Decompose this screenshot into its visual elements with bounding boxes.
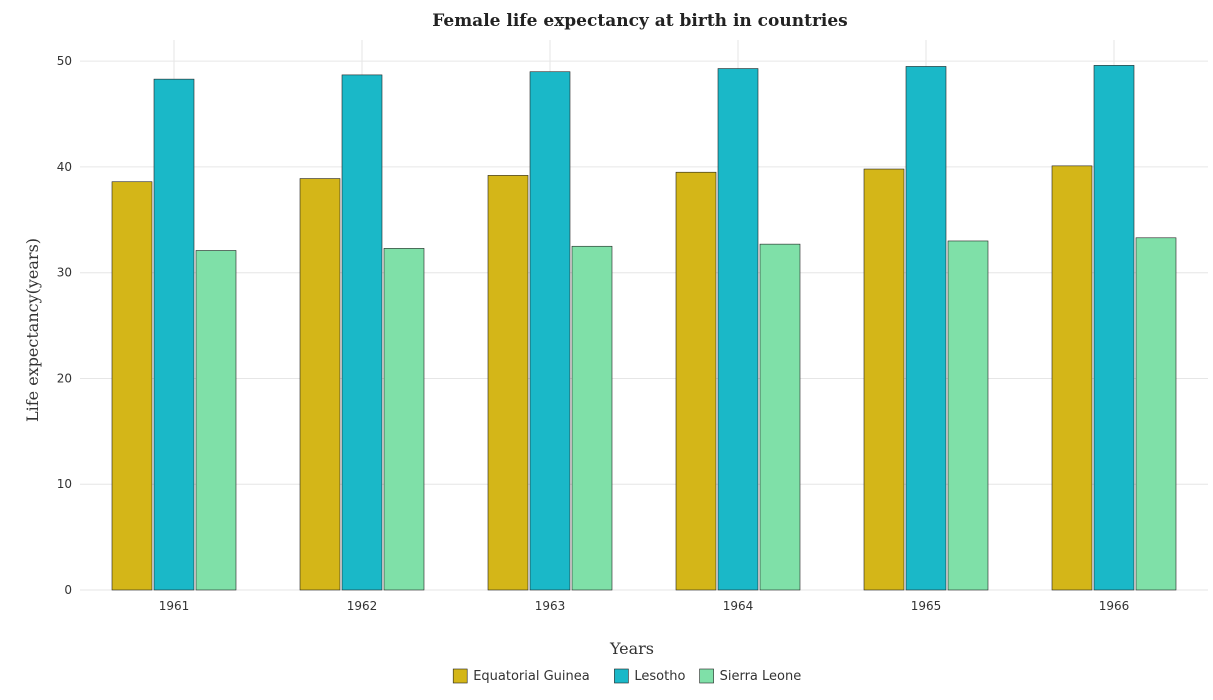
bar-equatorial-guinea-1966: [1051, 165, 1093, 591]
x-tick-label: 1963: [535, 599, 566, 613]
x-axis-label: Years: [609, 639, 654, 658]
bar-equatorial-guinea-1964: [675, 171, 717, 591]
chart-title: Female life expectancy at birth in count…: [432, 11, 848, 31]
legend-label: Sierra Leone: [720, 669, 802, 684]
legend-swatch: [614, 668, 629, 684]
y-tick-label: 50: [57, 54, 72, 68]
y-tick-label: 10: [57, 477, 72, 491]
y-tick-label: 20: [57, 371, 72, 385]
legend: Equatorial Guinea Lesotho Sierra Leone: [452, 668, 802, 684]
legend-label: Equatorial Guinea: [473, 669, 590, 684]
bar-equatorial-guinea-1961: [111, 181, 153, 591]
bar-lesotho-1963: [529, 71, 571, 591]
bar-equatorial-guinea-1962: [299, 178, 341, 591]
bar-lesotho-1964: [717, 68, 759, 591]
legend-swatch: [699, 668, 714, 684]
bar-lesotho-1965: [905, 66, 947, 591]
x-tick-label: 1964: [723, 599, 754, 613]
bar-lesotho-1961: [153, 78, 195, 591]
x-tick-label: 1961: [159, 599, 190, 613]
x-tick-label: 1965: [911, 599, 942, 613]
bars: [111, 65, 1177, 591]
bar-sierra-leone-1966: [1135, 237, 1177, 591]
bar-sierra-leone-1963: [571, 245, 613, 591]
legend-swatch: [452, 668, 468, 684]
legend-label: Lesotho: [634, 669, 685, 684]
bar-lesotho-1962: [341, 74, 383, 591]
bar-equatorial-guinea-1965: [863, 168, 905, 591]
y-axis-label: Life expectancy(years): [23, 238, 42, 422]
x-tick-label: 1966: [1099, 599, 1130, 613]
y-tick-label: 0: [64, 583, 72, 597]
grid-lines: [80, 40, 1208, 591]
bar-sierra-leone-1965: [947, 240, 989, 591]
y-tick-label: 30: [57, 266, 72, 280]
bar-lesotho-1966: [1093, 65, 1135, 591]
bar-equatorial-guinea-1963: [487, 175, 529, 591]
x-tick-label: 1962: [347, 599, 378, 613]
bar-sierra-leone-1961: [195, 250, 237, 591]
y-tick-label: 40: [57, 160, 72, 174]
bar-sierra-leone-1962: [383, 248, 425, 591]
bar-sierra-leone-1964: [759, 243, 801, 591]
tick-labels: 0 10 20 30 40 50 1961 1962 1963 1964 1965 1966: [57, 54, 1130, 613]
